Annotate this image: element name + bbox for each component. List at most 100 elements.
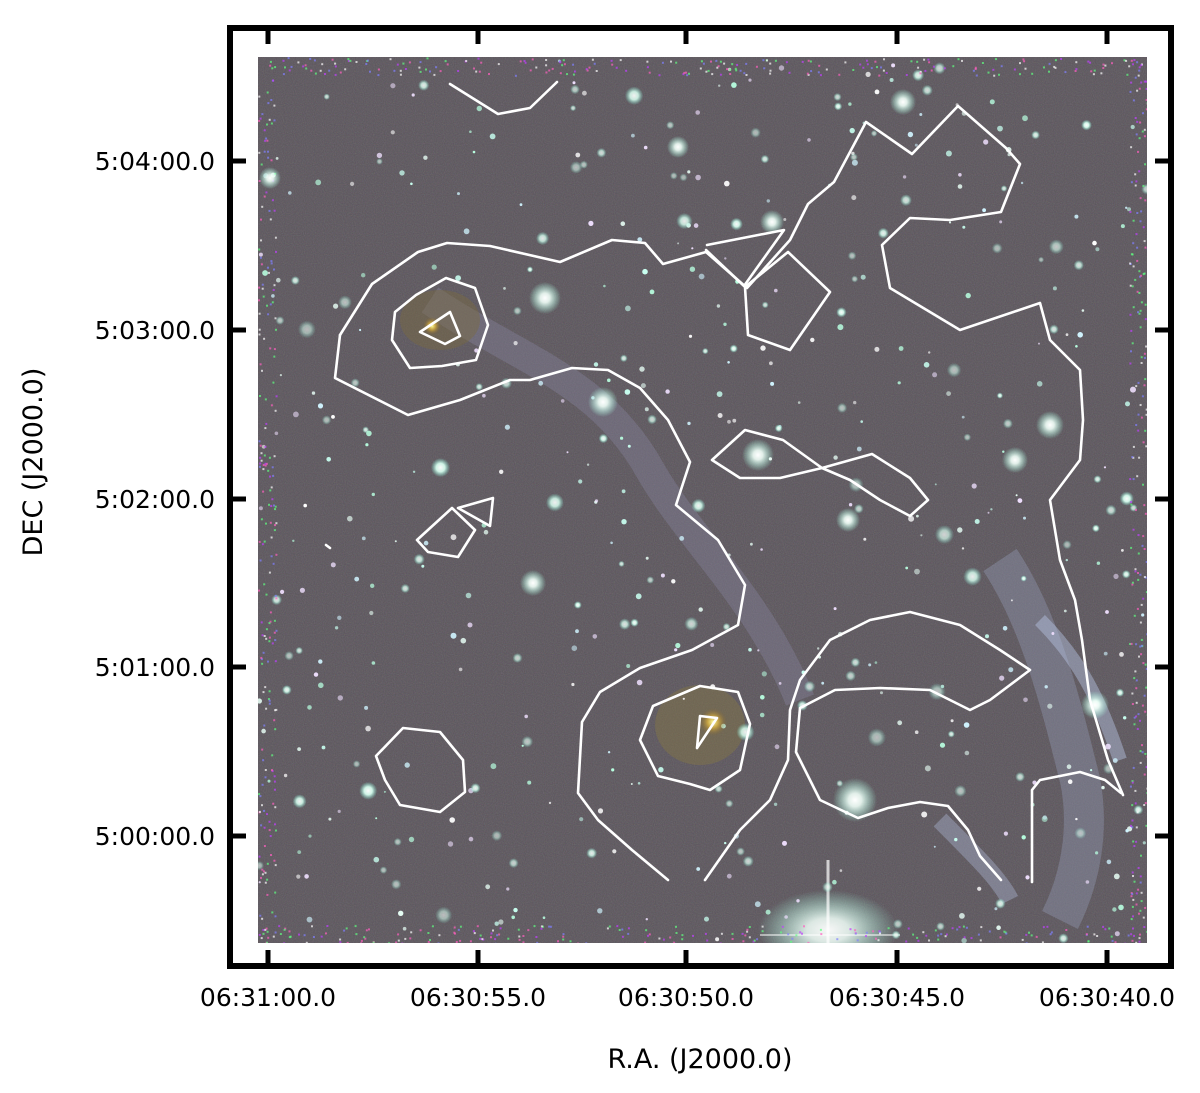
- noise-pixel: [402, 62, 405, 65]
- star: [724, 841, 727, 845]
- noise-pixel: [346, 941, 349, 943]
- y-axis-title: DEC (J2000.0): [18, 368, 49, 557]
- noise-pixel: [1140, 416, 1143, 419]
- star: [630, 618, 639, 627]
- noise-pixel: [272, 935, 275, 938]
- noise-pixel: [563, 63, 566, 66]
- star: [754, 901, 761, 908]
- noise-pixel: [566, 73, 568, 76]
- noise-pixel: [397, 939, 400, 942]
- star: [874, 661, 878, 664]
- star: [1121, 549, 1124, 552]
- noise-pixel: [1053, 65, 1056, 68]
- noise-pixel: [1144, 163, 1147, 166]
- noise-pixel: [427, 940, 430, 943]
- noise-pixel: [865, 931, 868, 934]
- noise-pixel: [269, 611, 272, 614]
- star: [423, 155, 428, 160]
- star: [640, 383, 646, 389]
- noise-pixel: [692, 934, 694, 937]
- noise-pixel: [1132, 99, 1135, 102]
- noise-pixel: [258, 810, 261, 813]
- star: [575, 629, 579, 634]
- noise-pixel: [1133, 614, 1136, 617]
- noise-pixel: [309, 57, 312, 60]
- noise-pixel: [675, 925, 677, 928]
- noise-pixel: [1049, 933, 1052, 936]
- noise-pixel: [551, 67, 554, 70]
- noise-pixel: [1111, 939, 1114, 942]
- noise-pixel: [258, 151, 261, 154]
- star: [891, 63, 896, 68]
- noise-pixel: [875, 937, 877, 940]
- star: [900, 194, 912, 207]
- noise-pixel: [1145, 591, 1147, 594]
- star: [449, 817, 456, 823]
- star: [750, 127, 761, 138]
- noise-pixel: [1130, 503, 1133, 506]
- noise-pixel: [1135, 826, 1138, 829]
- star: [391, 879, 402, 890]
- noise-pixel: [879, 932, 881, 935]
- noise-pixel: [264, 427, 267, 430]
- noise-pixel: [260, 459, 263, 462]
- star: [467, 622, 473, 628]
- noise-pixel: [1140, 274, 1143, 277]
- noise-pixel: [729, 73, 732, 75]
- noise-pixel: [785, 61, 788, 64]
- star: [354, 576, 360, 582]
- noise-pixel: [261, 917, 264, 920]
- noise-pixel: [267, 660, 269, 663]
- star: [783, 218, 787, 221]
- star: [870, 130, 878, 137]
- noise-pixel: [388, 942, 391, 943]
- star: [939, 742, 946, 748]
- star: [1036, 381, 1043, 387]
- star: [435, 906, 453, 924]
- star: [897, 381, 901, 385]
- noise-pixel: [1144, 802, 1147, 805]
- noise-pixel: [274, 409, 277, 412]
- noise-pixel: [258, 299, 260, 302]
- noise-pixel: [859, 63, 862, 66]
- noise-pixel: [258, 933, 261, 936]
- noise-pixel: [1130, 146, 1133, 149]
- noise-pixel: [1128, 65, 1131, 68]
- noise-pixel: [788, 71, 791, 74]
- noise-pixel: [261, 283, 264, 286]
- noise-pixel: [288, 69, 291, 72]
- star: [958, 173, 962, 177]
- noise-pixel: [1019, 62, 1021, 65]
- noise-pixel: [646, 60, 649, 63]
- noise-pixel: [268, 690, 271, 693]
- star: [288, 191, 292, 195]
- noise-pixel: [1143, 80, 1146, 83]
- noise-pixel: [1021, 938, 1024, 941]
- noise-pixel: [1129, 211, 1132, 213]
- noise-pixel: [268, 209, 271, 212]
- noise-pixel: [1140, 638, 1143, 641]
- star: [483, 529, 489, 535]
- star: [1081, 119, 1092, 131]
- star: [851, 275, 859, 283]
- noise-pixel: [267, 156, 270, 159]
- noise-pixel: [272, 289, 275, 291]
- star: [538, 380, 544, 386]
- star: [914, 730, 919, 734]
- noise-pixel: [267, 150, 269, 153]
- noise-pixel: [1146, 714, 1147, 716]
- noise-pixel: [545, 64, 548, 67]
- noise-pixel: [1142, 226, 1145, 229]
- noise-pixel: [262, 759, 265, 762]
- noise-pixel: [1144, 906, 1147, 909]
- noise-pixel: [1042, 926, 1045, 929]
- noise-pixel: [957, 58, 960, 61]
- noise-pixel: [1143, 356, 1146, 359]
- noise-pixel: [1138, 312, 1141, 315]
- star: [618, 618, 631, 630]
- noise-pixel: [261, 748, 264, 751]
- noise-pixel: [1134, 76, 1137, 79]
- contour-lines: [324, 80, 1125, 884]
- star: [267, 779, 271, 783]
- bright-star: [742, 439, 774, 471]
